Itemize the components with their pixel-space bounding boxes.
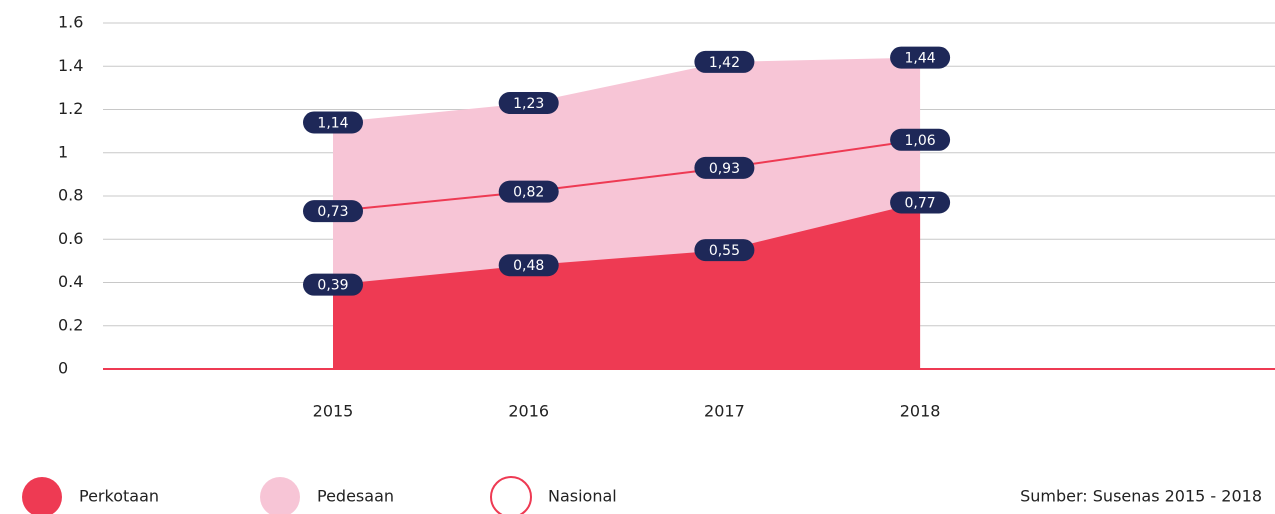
y-tick-label: 1.4 xyxy=(58,56,83,75)
area xyxy=(333,202,921,369)
y-tick-label: 0.4 xyxy=(58,272,83,291)
y-tick-label: 1 xyxy=(58,142,68,161)
label-pill xyxy=(498,92,559,115)
label-pill xyxy=(890,191,951,214)
value-label: 1,44 xyxy=(905,51,936,67)
x-tick-label: 2017 xyxy=(704,402,745,421)
value-label: 0,77 xyxy=(905,195,936,211)
value-label: 0,39 xyxy=(317,278,348,294)
label-pill xyxy=(694,50,755,73)
label-pill xyxy=(694,239,755,262)
value-label: 1,42 xyxy=(709,55,740,71)
source: Sumber: Susenas 2015 - 2018 xyxy=(1020,487,1262,506)
y-tick-label: 0.2 xyxy=(58,315,83,334)
x-tick-label: 2016 xyxy=(508,402,549,421)
value-label: 0,73 xyxy=(317,204,348,220)
label-pill xyxy=(694,156,755,179)
y-tick-label: 0.6 xyxy=(58,229,83,248)
label-pill xyxy=(890,46,951,69)
value-label: 1,06 xyxy=(905,133,936,149)
value-label: 1,23 xyxy=(513,96,544,112)
legend-marker xyxy=(260,477,300,514)
label-pill xyxy=(890,128,951,151)
x-tick-label: 2018 xyxy=(900,402,941,421)
legend-label: Nasional xyxy=(548,487,617,506)
value-label: 0,82 xyxy=(513,185,544,201)
y-tick-label: 1.2 xyxy=(58,99,83,118)
label-pill xyxy=(498,180,559,203)
label-pill xyxy=(498,254,559,277)
legend-label: Pedesaan xyxy=(317,487,394,506)
value-label: 0,48 xyxy=(513,258,544,274)
line xyxy=(332,138,921,213)
legend-marker xyxy=(22,477,62,514)
value-label: 1,14 xyxy=(317,115,348,131)
label-pill xyxy=(303,273,363,296)
y-tick-label: 1.6 xyxy=(58,13,83,32)
label-pill xyxy=(303,111,363,134)
y-tick-label: 0 xyxy=(58,359,68,378)
legend-label: Perkotaan xyxy=(79,487,159,506)
legend-marker xyxy=(490,476,532,514)
value-label: 0,55 xyxy=(709,243,740,259)
value-label: 0,93 xyxy=(709,161,740,177)
y-tick-label: 0.8 xyxy=(58,186,83,205)
x-tick-label: 2015 xyxy=(313,402,354,421)
label-pill xyxy=(303,200,363,223)
